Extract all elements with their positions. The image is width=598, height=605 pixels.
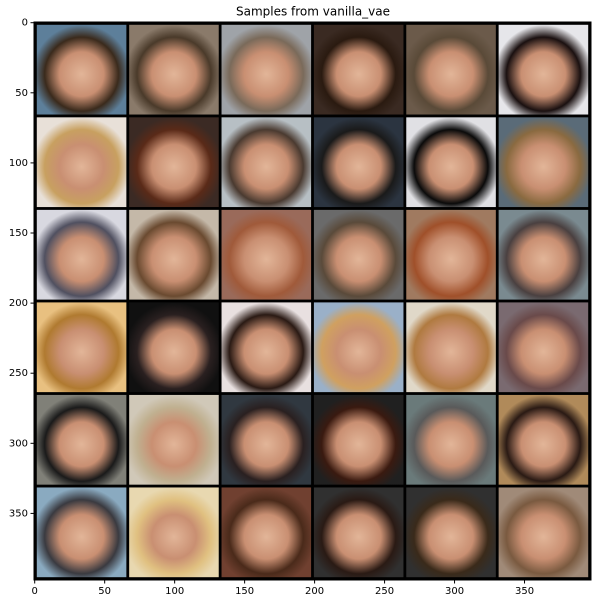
x-tick-label: 350 bbox=[515, 586, 534, 597]
image-tile bbox=[406, 209, 496, 300]
image-tile bbox=[36, 24, 127, 115]
image-tile bbox=[313, 209, 404, 300]
image-tile bbox=[221, 487, 312, 578]
y-tick-label: 300 bbox=[9, 438, 28, 449]
image-tile bbox=[129, 394, 219, 485]
image-tile bbox=[129, 117, 219, 208]
y-tick-label: 350 bbox=[9, 508, 28, 519]
image-tile bbox=[498, 487, 589, 578]
x-tick-label: 50 bbox=[98, 586, 111, 597]
image-tile bbox=[221, 209, 312, 300]
image-tile bbox=[498, 117, 589, 208]
image-tile bbox=[498, 302, 589, 393]
y-tick-label: 200 bbox=[9, 298, 28, 309]
image-tile bbox=[221, 24, 312, 115]
x-tick-label: 100 bbox=[165, 586, 184, 597]
image-tile bbox=[36, 209, 127, 300]
image-tile bbox=[498, 209, 589, 300]
y-tick-label: 50 bbox=[15, 88, 28, 99]
x-tick-label: 250 bbox=[375, 586, 394, 597]
image-tile bbox=[36, 394, 127, 485]
image-tile bbox=[406, 487, 496, 578]
image-tile bbox=[129, 302, 219, 393]
image-tile bbox=[129, 24, 219, 115]
y-tick-label: 0 bbox=[22, 18, 28, 29]
y-tick-label: 150 bbox=[9, 228, 28, 239]
image-tile bbox=[221, 117, 312, 208]
image-tile bbox=[406, 117, 496, 208]
axes-frame bbox=[33, 21, 592, 581]
y-tick-label: 250 bbox=[9, 368, 28, 379]
image-tile bbox=[313, 24, 404, 115]
image-tile bbox=[406, 24, 496, 115]
image-tile bbox=[406, 394, 496, 485]
image-tile bbox=[313, 302, 404, 393]
y-tick-label: 100 bbox=[9, 158, 28, 169]
image-tile bbox=[313, 487, 404, 578]
image-tile bbox=[406, 302, 496, 393]
image-tile bbox=[36, 117, 127, 208]
image-tile bbox=[221, 394, 312, 485]
image-tile bbox=[36, 487, 127, 578]
image-tile bbox=[129, 209, 219, 300]
image-tile bbox=[36, 302, 127, 393]
image-tile bbox=[498, 24, 589, 115]
image-tile bbox=[498, 394, 589, 485]
x-tick-label: 150 bbox=[235, 586, 254, 597]
x-tick-label: 0 bbox=[32, 586, 38, 597]
x-tick-label: 300 bbox=[445, 586, 464, 597]
x-tick-label: 200 bbox=[305, 586, 324, 597]
image-frame bbox=[34, 22, 591, 580]
image-tile bbox=[129, 487, 219, 578]
image-tile bbox=[313, 394, 404, 485]
image-tile bbox=[313, 117, 404, 208]
chart-title: Samples from vanilla_vae bbox=[236, 5, 390, 19]
image-tile bbox=[221, 302, 312, 393]
